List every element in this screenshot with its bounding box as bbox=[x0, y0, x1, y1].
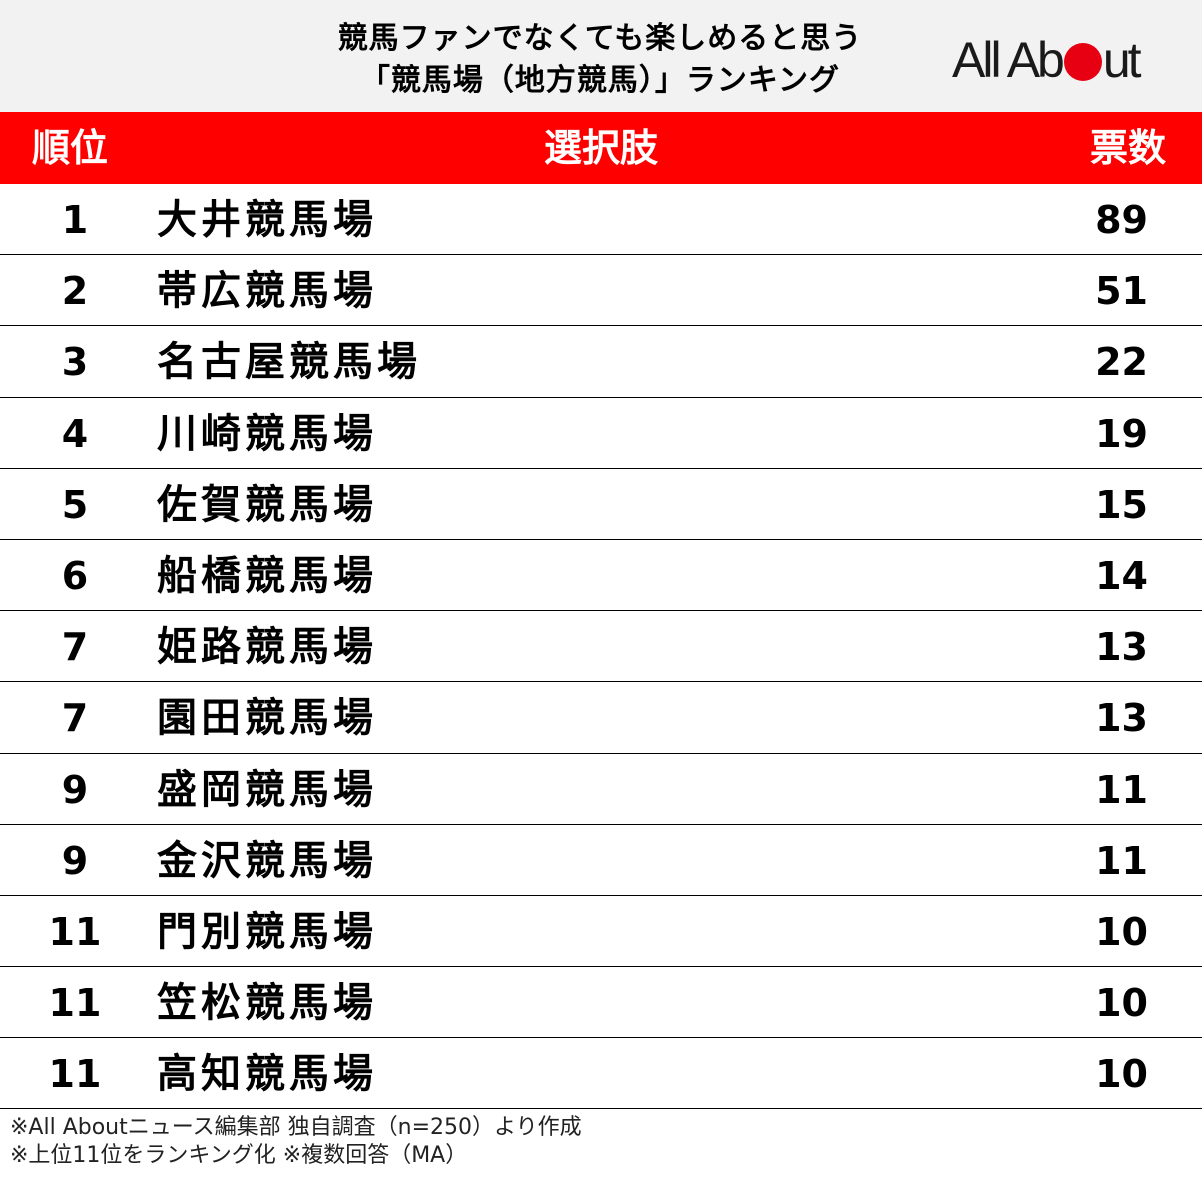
choice-cell: 門別競馬場 bbox=[157, 908, 377, 955]
table-row: 9 盛岡競馬場 11 bbox=[0, 754, 1202, 825]
choice-cell: 金沢競馬場 bbox=[157, 837, 377, 884]
choice-cell: 船橋競馬場 bbox=[157, 552, 377, 599]
rank-cell: 1 bbox=[61, 198, 89, 242]
rank-cell: 7 bbox=[61, 625, 89, 670]
logo-text-end: ut bbox=[1102, 32, 1142, 88]
choice-cell: 川崎競馬場 bbox=[157, 410, 377, 457]
table-header: 順位 選択肢 票数 bbox=[0, 112, 1202, 184]
table-row: 11 高知競馬場 10 bbox=[0, 1038, 1202, 1110]
rank-cell: 2 bbox=[61, 269, 89, 314]
table-row: 2 帯広競馬場 51 bbox=[0, 255, 1202, 327]
votes-cell: 13 bbox=[1095, 696, 1148, 741]
choice-cell: 園田競馬場 bbox=[157, 695, 377, 742]
votes-cell: 22 bbox=[1095, 340, 1148, 385]
votes-cell: 89 bbox=[1095, 198, 1148, 242]
choice-cell: 佐賀競馬場 bbox=[157, 481, 377, 528]
rank-cell: 9 bbox=[61, 767, 89, 812]
votes-cell: 10 bbox=[1095, 981, 1148, 1026]
title-line-2: 「競馬場（地方競馬）」ランキング bbox=[359, 63, 841, 98]
column-header-rank: 順位 bbox=[32, 126, 109, 170]
table-row: 5 佐賀競馬場 15 bbox=[0, 469, 1202, 540]
column-header-choice: 選択肢 bbox=[543, 126, 658, 170]
choice-cell: 盛岡競馬場 bbox=[157, 766, 377, 813]
table-row: 7 姫路競馬場 13 bbox=[0, 611, 1202, 683]
table-row: 3 名古屋競馬場 22 bbox=[0, 326, 1202, 398]
footnote-method: ※上位11位をランキング化 ※複数回答（MA） bbox=[10, 1143, 468, 1168]
rank-cell: 11 bbox=[48, 909, 102, 954]
choice-cell: 大井競馬場 bbox=[157, 197, 377, 243]
ranking-table-body: 1 大井競馬場 89 2 帯広競馬場 51 3 名古屋競馬場 22 4 川崎競馬場 19 5 佐賀競馬場 1… bbox=[0, 184, 1202, 1110]
choice-cell: 笠松競馬場 bbox=[157, 980, 377, 1027]
table-row: 6 船橋競馬場 14 bbox=[0, 540, 1202, 612]
choice-cell: 名古屋競馬場 bbox=[157, 339, 421, 386]
choice-cell: 高知競馬場 bbox=[157, 1051, 377, 1098]
votes-cell: 10 bbox=[1095, 1052, 1148, 1097]
choice-cell: 姫路競馬場 bbox=[157, 624, 377, 671]
title-line-1: 競馬ファンでなくても楽しめると思う bbox=[337, 21, 863, 56]
logo-red-dot-icon bbox=[1063, 43, 1102, 81]
rank-cell: 3 bbox=[61, 340, 89, 385]
logo-text-start: All Ab bbox=[952, 32, 1065, 88]
rank-cell: 9 bbox=[61, 838, 89, 883]
rank-cell: 6 bbox=[61, 553, 89, 598]
allabout-logo: All Ab ut bbox=[952, 30, 1142, 90]
votes-cell: 11 bbox=[1095, 767, 1148, 812]
column-header-votes: 票数 bbox=[1089, 126, 1166, 170]
footnote-source: ※All Aboutニュース編集部 独自調査（n=250）より作成 bbox=[10, 1115, 582, 1140]
rank-cell: 5 bbox=[61, 482, 89, 527]
choice-cell: 帯広競馬場 bbox=[157, 268, 377, 315]
title-banner: 競馬ファンでなくても楽しめると思う 「競馬場（地方競馬）」ランキング All A… bbox=[0, 0, 1202, 112]
votes-cell: 13 bbox=[1095, 625, 1148, 670]
votes-cell: 15 bbox=[1095, 482, 1148, 527]
votes-cell: 10 bbox=[1095, 909, 1148, 954]
votes-cell: 19 bbox=[1095, 411, 1148, 456]
rank-cell: 11 bbox=[48, 981, 102, 1026]
votes-cell: 14 bbox=[1095, 553, 1148, 598]
table-row: 7 園田競馬場 13 bbox=[0, 682, 1202, 754]
table-row: 4 川崎競馬場 19 bbox=[0, 398, 1202, 469]
rank-cell: 7 bbox=[61, 696, 89, 741]
table-row: 11 門別競馬場 10 bbox=[0, 896, 1202, 968]
table-row: 11 笠松競馬場 10 bbox=[0, 967, 1202, 1039]
chart-title: 競馬ファンでなくても楽しめると思う 「競馬場（地方競馬）」ランキング bbox=[240, 18, 960, 102]
votes-cell: 51 bbox=[1095, 269, 1148, 314]
footnotes: ※All Aboutニュース編集部 独自調査（n=250）より作成 ※上位11位… bbox=[10, 1114, 582, 1170]
votes-cell: 11 bbox=[1095, 838, 1148, 883]
rank-cell: 4 bbox=[61, 411, 89, 456]
rank-cell: 11 bbox=[48, 1052, 102, 1097]
table-row: 1 大井競馬場 89 bbox=[0, 184, 1202, 256]
table-row: 9 金沢競馬場 11 bbox=[0, 825, 1202, 896]
